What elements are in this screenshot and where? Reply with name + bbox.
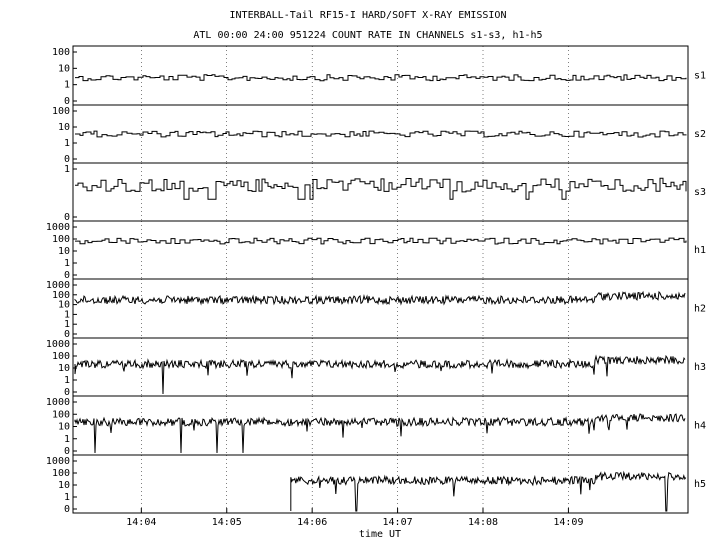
channel-label: h1: [694, 245, 706, 256]
y-tick-label: 0: [64, 387, 70, 398]
y-tick-label: 1: [64, 434, 70, 445]
y-tick-label: 0: [64, 154, 70, 165]
panel-frame: [72, 278, 689, 339]
y-tick-label: 10: [58, 122, 70, 133]
channel-label: h5: [694, 479, 706, 490]
trace-h3: [74, 354, 686, 395]
y-tick-label: 1: [64, 309, 70, 320]
y-tick-label: 1000: [46, 456, 70, 467]
panel-frame: [72, 220, 689, 280]
trace-s1: [75, 74, 687, 82]
channel-label: h4: [694, 421, 706, 432]
y-tick-label: 1: [64, 164, 70, 175]
y-tick-label: 0: [64, 329, 70, 340]
trace-h4: [74, 413, 686, 454]
y-tick-label: 1: [64, 138, 70, 149]
x-tick-label: 14:04: [126, 517, 156, 528]
trace-s2: [75, 130, 687, 138]
y-tick-label: 10: [58, 246, 70, 257]
y-tick-label: 1000: [46, 397, 70, 408]
y-tick-label: 100: [52, 409, 70, 420]
chart-subtitle: ATL 00:00 24:00 951224 COUNT RATE IN CHA…: [193, 30, 542, 41]
channel-label: s2: [694, 129, 706, 140]
x-tick-label: 14:09: [553, 517, 583, 528]
trace-h2: [74, 290, 686, 306]
x-tick-label: 14:08: [468, 517, 498, 528]
y-tick-label: 10: [58, 422, 70, 433]
panel-stack: 1001010s11001010s210s310001001010h110001…: [46, 45, 706, 515]
x-tick-label: 14:07: [383, 517, 413, 528]
channel-label: s1: [694, 71, 706, 82]
y-tick-label: 1: [64, 375, 70, 386]
trace-h1: [75, 237, 687, 245]
y-tick-label: 10: [58, 63, 70, 74]
y-tick-label: 0: [64, 212, 70, 223]
y-tick-label: 100: [52, 351, 70, 362]
y-tick-label: 100: [52, 234, 70, 245]
y-tick-label: 1000: [46, 222, 70, 233]
y-tick-label: 1000: [46, 280, 70, 291]
y-tick-label: 1: [64, 492, 70, 503]
x-tick-label: 14:05: [212, 517, 242, 528]
y-tick-label: 1: [64, 319, 70, 330]
y-tick-label: 100: [52, 106, 70, 117]
x-axis-label: time UT: [359, 529, 401, 540]
x-tick-label: 14:06: [297, 517, 327, 528]
y-tick-label: 1: [64, 258, 70, 269]
channel-label: h2: [694, 304, 706, 315]
y-tick-label: 100: [52, 468, 70, 479]
y-tick-label: 10: [58, 363, 70, 374]
y-tick-label: 10: [58, 300, 70, 311]
y-tick-label: 1: [64, 80, 70, 91]
channel-label: s3: [694, 187, 706, 198]
panel-s3: 1 0 s3: [64, 162, 706, 223]
panel-frame: [72, 454, 689, 514]
panel-frame: [72, 104, 689, 164]
chart-title: INTERBALL-Tail RF15-I HARD/SOFT X-RAY EM…: [230, 10, 507, 21]
channel-label: h3: [694, 362, 706, 373]
x-axis: 14:04 14:05 14:06 14:07 14:08 14:09: [126, 508, 583, 528]
y-tick-label: 10: [58, 480, 70, 491]
trace-h5: [290, 470, 687, 512]
y-tick-label: 0: [64, 270, 70, 281]
y-tick-label: 0: [64, 96, 70, 107]
y-tick-label: 1000: [46, 339, 70, 350]
y-tick-label: 0: [64, 504, 70, 515]
y-tick-label: 100: [52, 290, 70, 301]
y-tick-label: 0: [64, 446, 70, 457]
panel-frame: [72, 162, 689, 222]
y-tick-label: 100: [52, 47, 70, 58]
trace-s3: [75, 177, 687, 200]
